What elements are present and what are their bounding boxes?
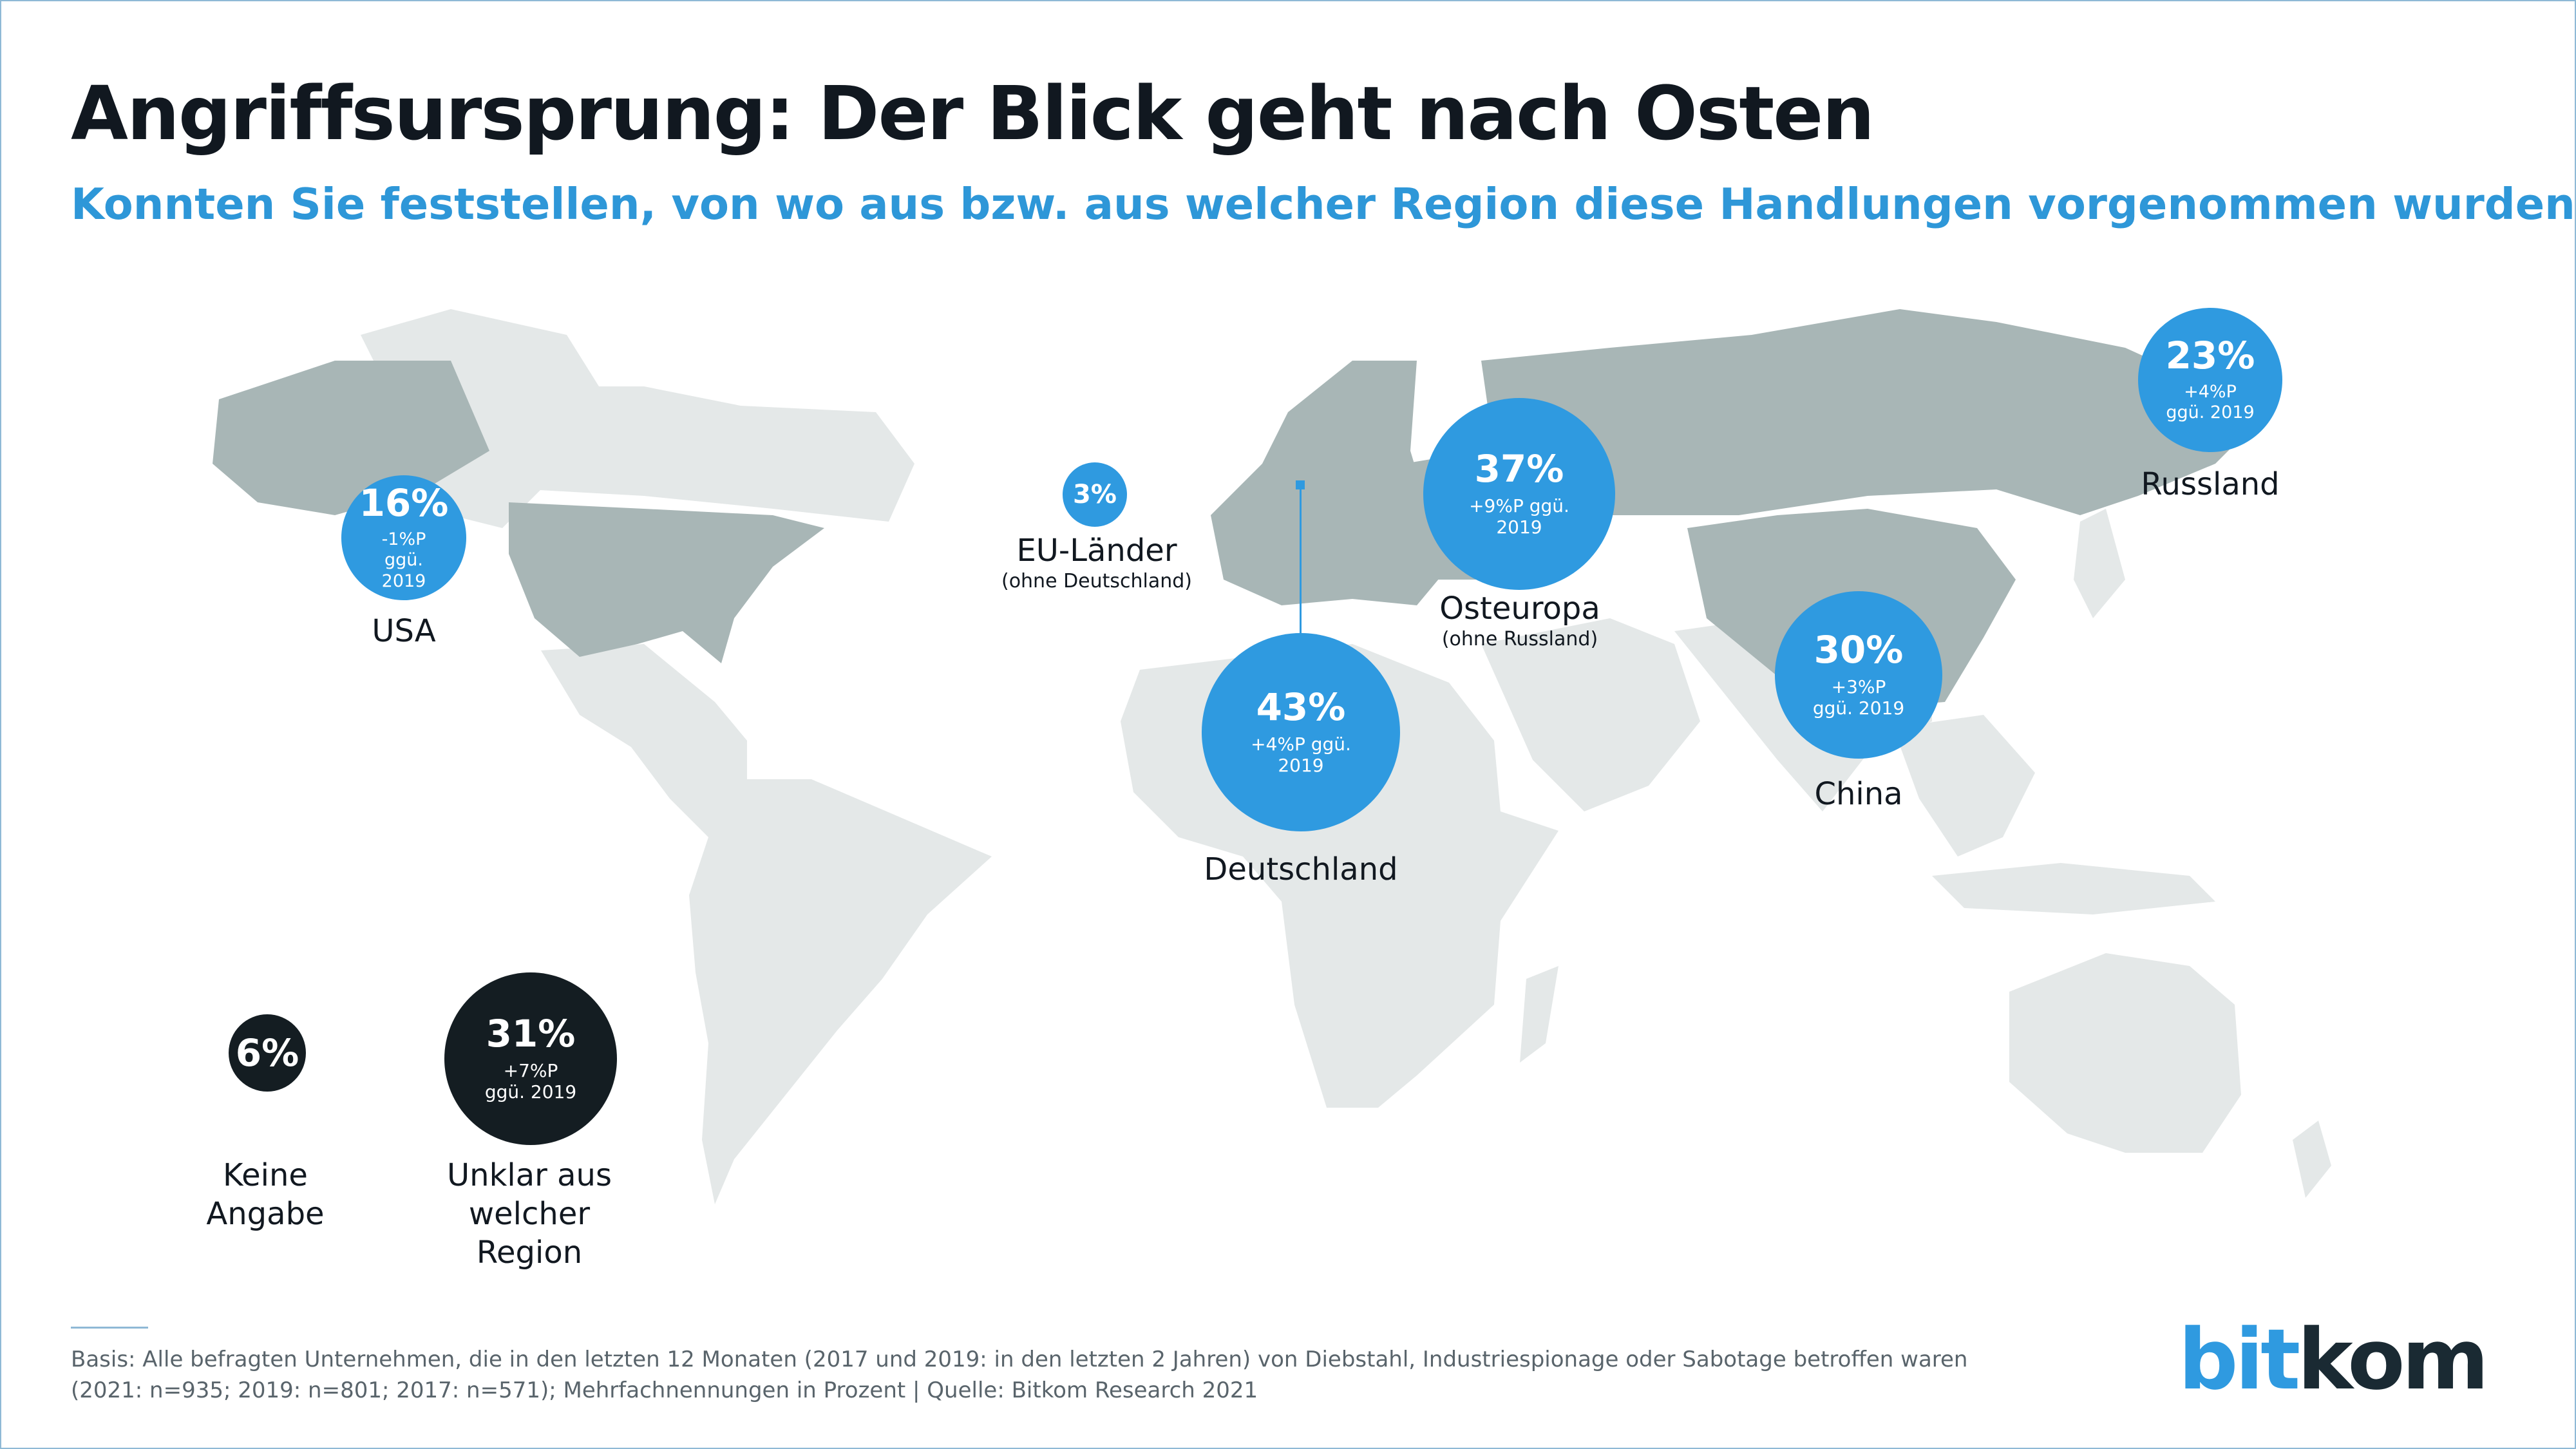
russia-shape [1481, 309, 2267, 535]
germany-label: Deutschland [1204, 851, 1398, 887]
osteuropa-value: 37% [1474, 446, 1564, 491]
middle-east-shape [1481, 618, 1700, 811]
russland-bubble: 23% +4%P ggü. 2019 [2138, 308, 2282, 452]
footnote-sample: (2021: n=935; 2019: n=801; 2017: n=571);… [71, 1377, 1258, 1403]
madagascar-shape [1520, 966, 1558, 1063]
eu-label: EU-Länder (ohne Deutschland) [1001, 533, 1193, 592]
usa-label: USA [372, 613, 436, 649]
eu-value: 3% [1073, 480, 1117, 509]
southeast-asia-shape [1893, 715, 2035, 857]
page-subtitle: Konnten Sie feststellen, von wo aus bzw.… [71, 179, 2576, 229]
germany-value: 43% [1256, 685, 1346, 729]
keine-angabe-bubble: 6% [229, 1014, 306, 1092]
usa-value: 16% [359, 480, 449, 525]
unklar-value: 31% [486, 1011, 576, 1056]
russland-value: 23% [2165, 334, 2255, 378]
germany-bubble: 43% +4%P ggü. 2019 [1202, 633, 1400, 831]
page-title: Angriffsursprung: Der Blick geht nach Os… [71, 71, 1875, 157]
unklar-bubble: 31% +7%P ggü. 2019 [444, 972, 617, 1145]
australia-shape [2009, 953, 2241, 1153]
keine-angabe-label: Keine Angabe [206, 1157, 325, 1232]
unklar-label: Unklar aus welcher Region [447, 1157, 612, 1271]
germany-change: +4%P ggü. 2019 [1251, 733, 1351, 777]
japan-shape [2074, 509, 2125, 618]
footnote: Basis: Alle befragten Unternehmen, die i… [71, 1345, 2003, 1406]
footnote-basis: Basis: Alle befragten Unternehmen, die i… [71, 1347, 1968, 1372]
eu-bubble: 3% [1063, 462, 1127, 527]
alaska-shape [213, 361, 489, 515]
china-label: China [1814, 776, 1903, 812]
unklar-change: +7%P ggü. 2019 [484, 1059, 577, 1103]
indonesia-shape [1932, 863, 2215, 914]
osteuropa-bubble: 37% +9%P ggü. 2019 [1423, 398, 1615, 590]
keine-angabe-value: 6% [235, 1030, 299, 1075]
latin-america-shape [541, 644, 992, 1204]
canada-shape [464, 361, 914, 522]
germany-connector [1300, 489, 1302, 635]
new-zealand-shape [2293, 1121, 2331, 1198]
china-bubble: 30% +3%P ggü. 2019 [1775, 591, 1942, 759]
osteuropa-change: +9%P ggü. 2019 [1469, 495, 1569, 538]
usa-change: -1%P ggü. 2019 [381, 529, 426, 591]
china-change: +3%P ggü. 2019 [1812, 676, 1905, 719]
bitkom-logo: bitkom [2178, 1311, 2489, 1408]
russland-change: +4%P ggü. 2019 [2166, 382, 2255, 423]
footnote-rule [71, 1327, 148, 1329]
usa-shape [509, 502, 824, 663]
osteuropa-label: Osteuropa (ohne Russland) [1439, 591, 1600, 650]
usa-bubble: 16% -1%P ggü. 2019 [341, 475, 466, 600]
europe-shape [1211, 361, 1449, 605]
russland-label: Russland [2141, 466, 2280, 502]
china-value: 30% [1814, 627, 1904, 672]
land-other [361, 309, 2331, 1204]
germany-marker [1296, 480, 1305, 489]
